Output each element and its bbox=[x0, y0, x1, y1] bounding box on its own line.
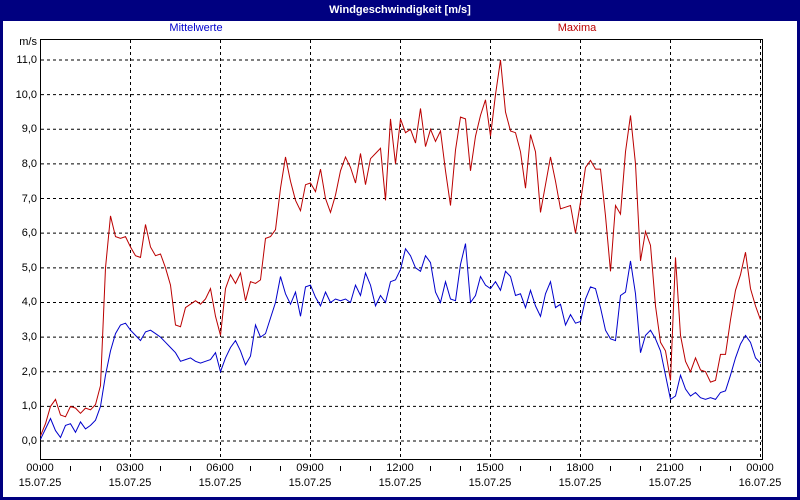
y-axis-label: 9,0 bbox=[21, 123, 37, 136]
plot-border bbox=[40, 39, 763, 460]
y-axis-label: 6,0 bbox=[21, 227, 37, 240]
series-line-maxima bbox=[40, 59, 761, 436]
x-axis-time-label: 03:00 bbox=[116, 462, 144, 474]
x-axis-date-label: 15.07.25 bbox=[198, 477, 242, 489]
plot-area bbox=[40, 39, 763, 460]
tick-canvas bbox=[40, 466, 761, 471]
x-axis-time-label: 06:00 bbox=[206, 462, 234, 474]
x-axis-date-label: 15.07.25 bbox=[108, 477, 152, 489]
x-axis-tick-marks bbox=[40, 460, 763, 471]
x-axis-date-label: 15.07.25 bbox=[468, 477, 512, 489]
y-axis-label: 3,0 bbox=[21, 331, 37, 344]
y-axis-label: 5,0 bbox=[21, 261, 37, 274]
x-axis-date-label: 15.07.25 bbox=[648, 477, 692, 489]
x-axis-date-label: 15.07.25 bbox=[558, 477, 602, 489]
x-axis-time-label: 18:00 bbox=[566, 462, 594, 474]
y-axis-label: 0,0 bbox=[21, 435, 37, 447]
legend-maxima: Maxima bbox=[557, 22, 597, 34]
x-axis-time-label: 00:00 bbox=[26, 462, 54, 474]
x-axis-time-label: 00:00 bbox=[746, 462, 774, 474]
chart-canvas bbox=[40, 39, 763, 460]
y-axis-label: 7,0 bbox=[21, 192, 37, 205]
y-axis-unit-label: m/s bbox=[19, 36, 37, 48]
series-line-mittelwerte bbox=[40, 243, 761, 440]
y-axis-label: 11,0 bbox=[16, 53, 37, 66]
x-axis-time-label: 12:00 bbox=[386, 462, 414, 474]
y-axis-label: 2,0 bbox=[21, 365, 37, 378]
x-axis-date-label: 15.07.25 bbox=[378, 477, 422, 489]
x-axis-date-label: 15.07.25 bbox=[288, 477, 332, 489]
window-title-bar: Windgeschwindigkeit [m/s] bbox=[0, 0, 800, 21]
y-axis-label: 1,0 bbox=[21, 400, 37, 413]
x-axis-time-label: 21:00 bbox=[656, 462, 684, 474]
x-axis-time-label: 09:00 bbox=[296, 462, 324, 474]
y-axis-label: 8,0 bbox=[21, 157, 37, 170]
x-axis-time-label: 15:00 bbox=[476, 462, 504, 474]
x-axis-date-label: 16.07.25 bbox=[738, 477, 782, 489]
x-axis-date-label: 15.07.25 bbox=[18, 477, 62, 489]
y-axis-label: 4,0 bbox=[21, 296, 37, 309]
y-axis-label: 10,0 bbox=[15, 88, 37, 101]
window-title: Windgeschwindigkeit [m/s] bbox=[329, 4, 471, 16]
legend-mittelwerte: Mittelwerte bbox=[169, 22, 223, 34]
